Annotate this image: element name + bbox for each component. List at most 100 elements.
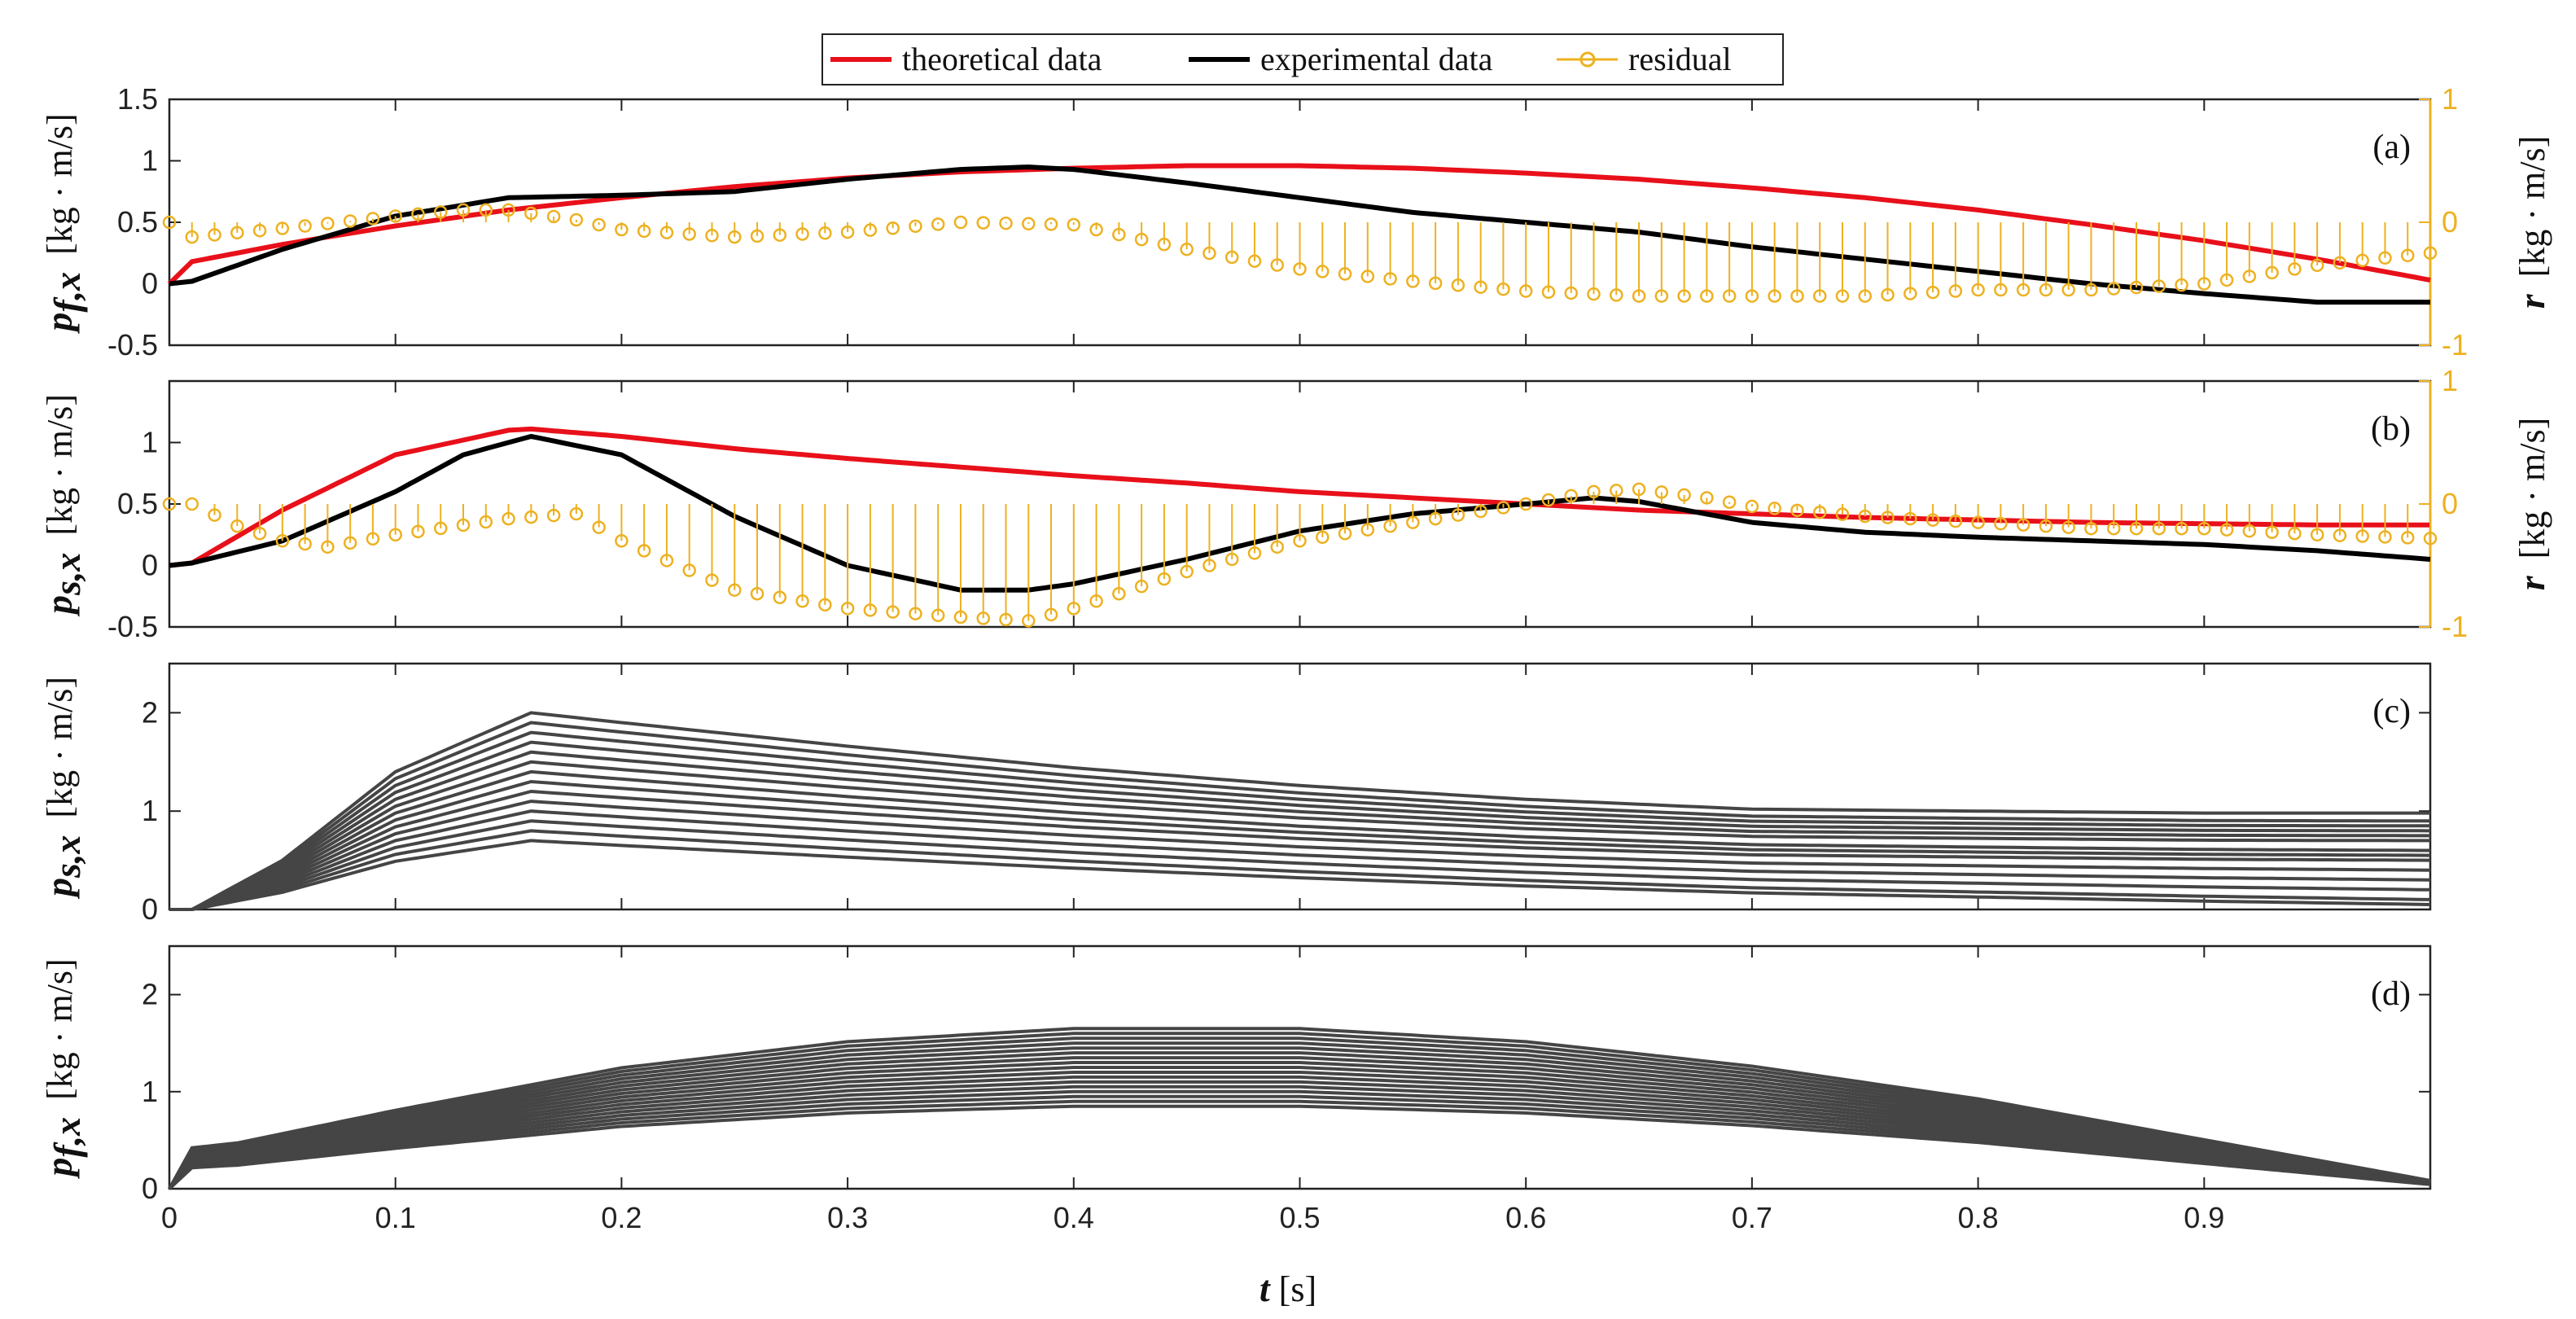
residual-marker — [750, 229, 764, 243]
residual-marker — [1157, 572, 1172, 586]
family-curve — [169, 730, 2430, 911]
residual-marker — [909, 607, 922, 620]
y-axis-label-sub: s,x — [46, 553, 88, 596]
residual-marker — [1496, 501, 1510, 515]
residual-marker — [976, 611, 990, 625]
residual-marker — [1904, 511, 1917, 526]
residual-marker — [1700, 289, 1714, 303]
residual-marker — [162, 497, 177, 511]
residual-marker — [1474, 280, 1487, 294]
residual-marker — [185, 230, 199, 244]
residual-marker — [773, 590, 787, 605]
residual-marker — [2197, 521, 2211, 536]
residual-marker — [1925, 285, 1940, 300]
y-tick-label: 2 — [142, 978, 158, 1011]
residual-marker — [2106, 282, 2121, 296]
residual-marker — [1247, 546, 1262, 560]
residual-marker — [728, 230, 742, 244]
residual-marker — [298, 219, 312, 233]
residual-marker — [592, 217, 606, 232]
y2-axis-label-unit: [kg · m/s] — [2512, 418, 2552, 568]
residual-marker — [1338, 526, 1352, 541]
residual-marker — [546, 209, 561, 224]
y-axis-label-var: p — [38, 878, 80, 900]
residual-marker — [569, 213, 584, 227]
residual-marker — [1428, 511, 1443, 526]
y2-axis-label-var: r — [2511, 293, 2552, 309]
residual-marker — [162, 215, 177, 230]
residual-marker — [818, 226, 832, 240]
residual-marker — [2084, 521, 2098, 536]
y-axis-label-var: p — [38, 1158, 80, 1180]
residual-marker — [2242, 524, 2257, 538]
residual-marker — [2378, 251, 2392, 265]
residual-marker — [1383, 272, 1397, 286]
residual-marker — [637, 544, 651, 558]
panel-2: -0.5 0 0.5 1 ps,x [kg · m/s] (b) -1 0 1 r [kg · m… — [38, 364, 2552, 643]
residual-marker — [1722, 495, 1737, 509]
y-axis-label-sub: f,x — [46, 1117, 88, 1158]
residual-marker — [1089, 222, 1103, 237]
residual-marker — [659, 554, 674, 567]
residual-marker — [1904, 287, 1917, 300]
x-tick-label: 0.3 — [827, 1201, 868, 1234]
x-tick-label: 0.6 — [1505, 1201, 1546, 1234]
residual-marker — [1316, 265, 1330, 278]
residual-marker — [1203, 246, 1216, 261]
residual-marker — [1338, 267, 1352, 281]
residual-marker — [1812, 506, 1827, 519]
residual-marker — [546, 508, 561, 523]
residual-marker — [321, 540, 335, 554]
residual-marker — [1790, 289, 1804, 303]
residual-marker — [999, 216, 1013, 230]
residual-marker — [1224, 552, 1239, 567]
residual-marker — [2288, 526, 2302, 541]
residual-marker — [863, 603, 878, 617]
residual-marker — [1948, 514, 1963, 528]
family-curve — [169, 779, 2431, 911]
residual-marker — [2152, 521, 2166, 536]
x-tick-label: 0.1 — [375, 1201, 416, 1234]
residual-marker — [750, 586, 764, 601]
y-axis-label-var: p — [38, 595, 80, 617]
residual-marker — [1247, 254, 1262, 268]
residual-marker — [2039, 283, 2053, 297]
x-tick-label: 0 — [161, 1201, 177, 1234]
residual-marker — [1745, 499, 1759, 514]
residual-marker — [728, 583, 742, 597]
family-curve — [168, 1104, 2431, 1190]
residual-marker — [275, 534, 290, 548]
family-curve — [169, 809, 2431, 911]
residual-marker — [1360, 523, 1375, 537]
residual-marker — [1587, 484, 1601, 499]
residual-marker — [1700, 491, 1714, 505]
panel-4: 0 0.1 0.2 0.3 0.4 0.5 0.6 0.7 0.8 0.9 0 1 2 pf,x [kg … — [38, 944, 2432, 1234]
y-tick-label: 0 — [142, 1172, 158, 1205]
residual-marker — [682, 227, 696, 241]
residual-marker — [1044, 217, 1058, 231]
legend-residual-marker — [1579, 51, 1596, 68]
residual-marker — [1654, 289, 1669, 303]
residual-marker — [1067, 217, 1081, 232]
residual-marker — [1745, 289, 1759, 303]
y-tick-label: 1 — [142, 1075, 158, 1108]
residual-marker — [705, 573, 719, 587]
residual-marker — [1180, 242, 1194, 256]
residual-marker — [1112, 227, 1126, 242]
y-tick-label: -0.5 — [107, 328, 158, 362]
x-axis-label-unit: [s] — [1270, 1269, 1316, 1309]
panel-tag: (a) — [2372, 129, 2411, 166]
residual-marker — [343, 214, 357, 228]
residual-marker — [2016, 283, 2031, 297]
y2-axis-label-var: r — [2511, 575, 2552, 590]
residual-marker — [931, 608, 945, 623]
x-tick-label: 0.2 — [601, 1201, 642, 1234]
residual-marker — [1722, 289, 1737, 303]
residual-marker — [366, 212, 380, 226]
residual-marker — [592, 520, 606, 534]
y-axis-label: ps,x [kg · m/s] — [38, 677, 88, 900]
legend: theoretical data experimental data resid… — [821, 33, 1784, 85]
residual-marker — [1496, 282, 1510, 296]
residual-marker — [208, 228, 221, 242]
